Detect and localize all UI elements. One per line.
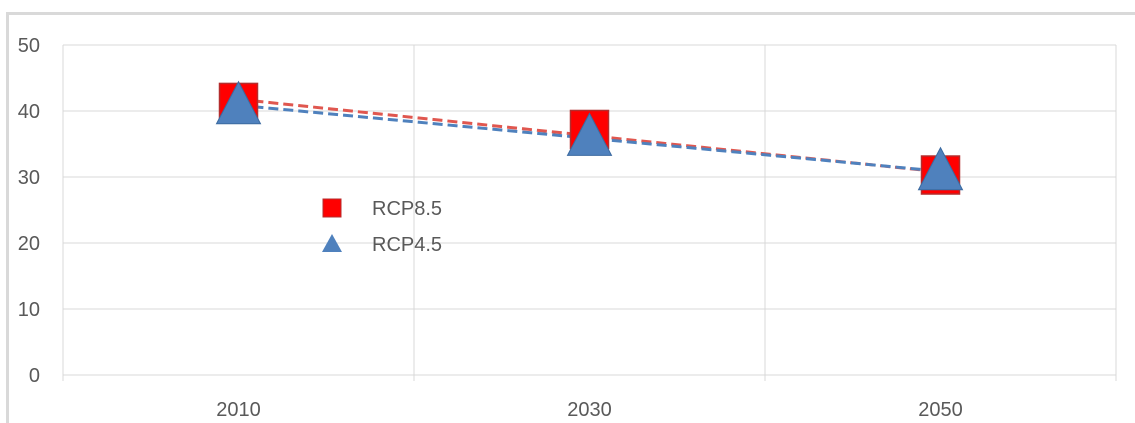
data-markers (215, 80, 964, 195)
y-tick-label: 10 (18, 299, 40, 321)
triangle-marker (566, 112, 613, 156)
x-tick-label: 2010 (216, 399, 261, 421)
x-tick-label: 2030 (567, 399, 612, 421)
legend-label: RCP4.5 (372, 234, 442, 256)
y-tick-label: 20 (18, 233, 40, 255)
legend-square-icon (322, 198, 342, 218)
legend: RCP8.5 RCP4.5 (322, 198, 442, 256)
y-tick-label: 40 (18, 101, 40, 123)
y-tick-label: 50 (18, 35, 40, 57)
x-tick-label: 2050 (918, 399, 963, 421)
legend-triangle-icon (322, 234, 342, 252)
chart-frame (6, 12, 1135, 423)
legend-label: RCP8.5 (372, 198, 442, 220)
triangle-marker (215, 80, 262, 125)
y-tick-label: 0 (29, 365, 40, 387)
y-axis-tick-labels: 0 10 20 30 40 50 (18, 35, 40, 387)
triangle-marker (917, 146, 964, 191)
x-axis-tick-labels: 2010 2030 2050 (216, 399, 963, 421)
y-tick-label: 30 (18, 167, 40, 189)
